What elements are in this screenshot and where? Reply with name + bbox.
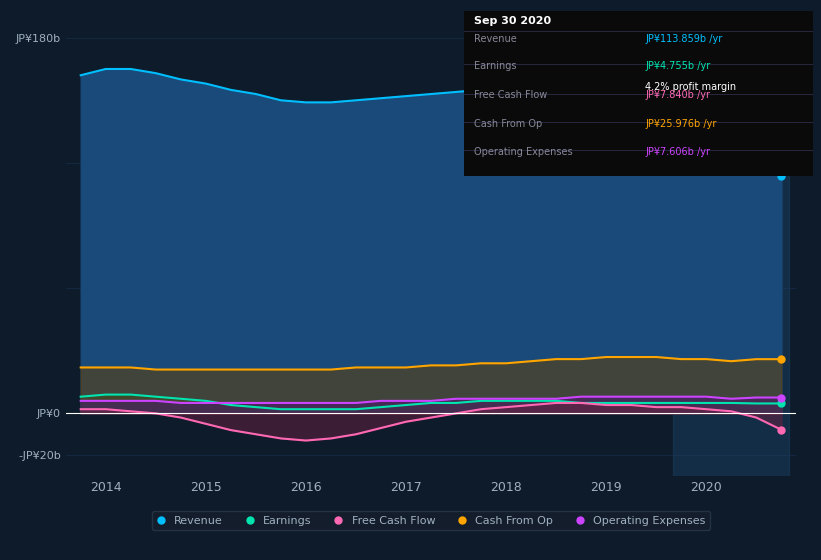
- Text: 4.2% profit margin: 4.2% profit margin: [645, 82, 736, 92]
- Text: JP¥4.755b /yr: JP¥4.755b /yr: [645, 61, 710, 71]
- Text: Free Cash Flow: Free Cash Flow: [475, 91, 548, 100]
- Text: Cash From Op: Cash From Op: [475, 119, 543, 129]
- Bar: [673, 17, 789, 476]
- Text: Revenue: Revenue: [475, 34, 517, 44]
- Text: Earnings: Earnings: [475, 61, 517, 71]
- Text: Operating Expenses: Operating Expenses: [475, 147, 573, 157]
- Text: JP¥113.859b /yr: JP¥113.859b /yr: [645, 34, 722, 44]
- Text: JP¥7.840b /yr: JP¥7.840b /yr: [645, 91, 710, 100]
- Legend: Revenue, Earnings, Free Cash Flow, Cash From Op, Operating Expenses: Revenue, Earnings, Free Cash Flow, Cash …: [152, 511, 710, 530]
- Text: JP¥7.606b /yr: JP¥7.606b /yr: [645, 147, 710, 157]
- Text: JP¥25.976b /yr: JP¥25.976b /yr: [645, 119, 717, 129]
- Text: Sep 30 2020: Sep 30 2020: [475, 16, 552, 26]
